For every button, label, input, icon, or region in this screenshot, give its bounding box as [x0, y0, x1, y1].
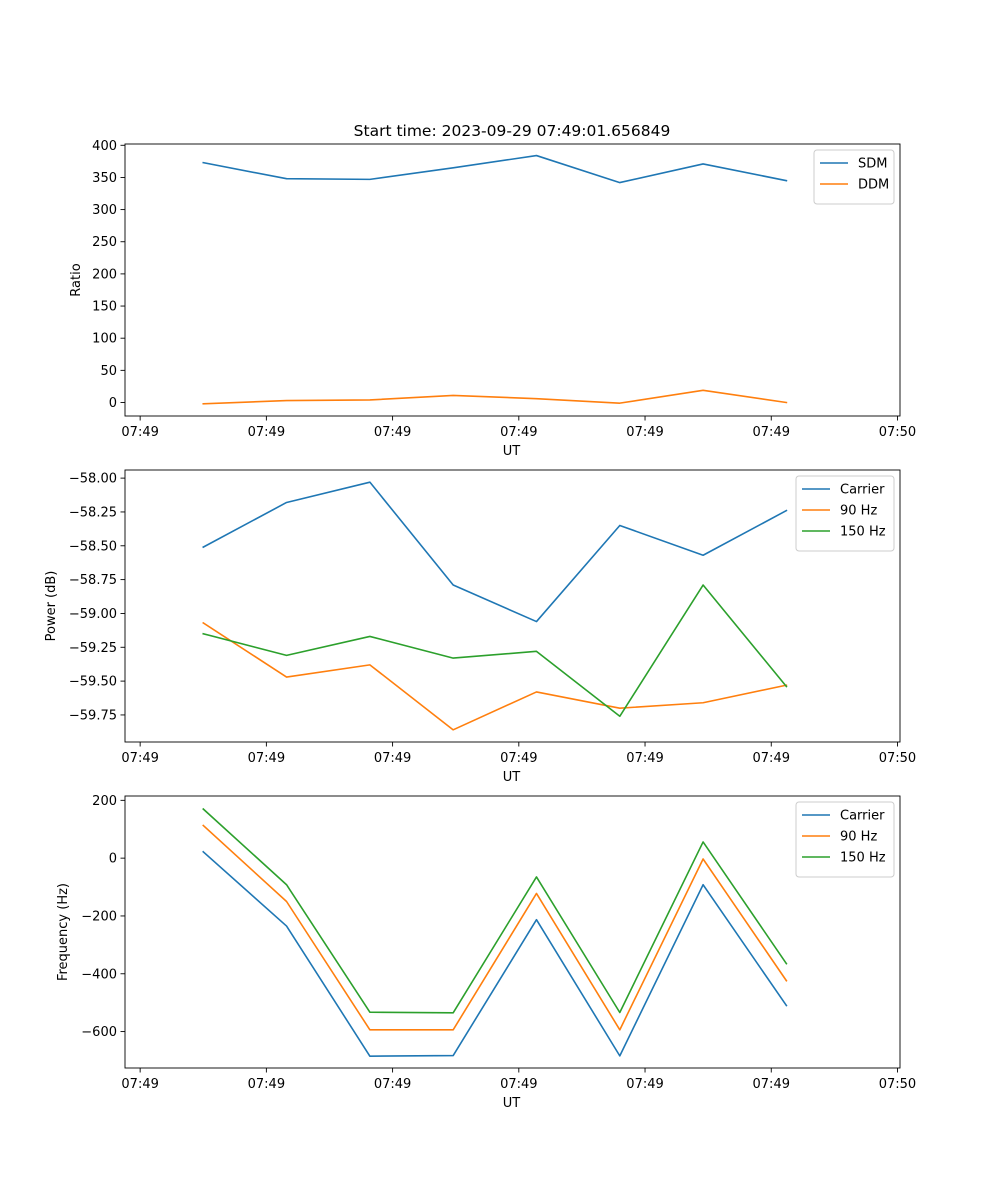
x-tick-label: 07:49 — [374, 425, 411, 440]
legend: SDM DDM — [813, 149, 895, 205]
legend-label: DDM — [858, 178, 889, 193]
x-axis-label: UT — [503, 1096, 521, 1111]
x-axis-label: UT — [503, 770, 521, 785]
x-tick-label: 07:50 — [879, 425, 916, 440]
x-tick-label: 07:50 — [879, 751, 916, 766]
x-tick-label: 07:49 — [626, 751, 663, 766]
y-tick-label: −59.50 — [69, 675, 117, 690]
y-tick-label: 0 — [109, 852, 117, 867]
y-tick-label: 50 — [100, 364, 117, 379]
chart-title: Start time: 2023-09-29 07:49:01.656849 — [354, 122, 671, 140]
y-tick-label: −59.25 — [69, 641, 117, 656]
x-tick-label: 07:49 — [500, 425, 537, 440]
x-tick-label: 07:49 — [753, 1077, 790, 1092]
y-tick-label: 300 — [92, 203, 117, 218]
y-tick-label: −58.75 — [69, 573, 117, 588]
panels: 07:49 07:49 07:49 07:49 07:49 07:49 07:50 0 50 10… — [44, 139, 916, 1111]
panel-2: 07:49 07:49 07:49 07:49 07:49 07:49 07:50 −58.0… — [44, 469, 916, 785]
x-tick-label: 07:49 — [500, 1077, 537, 1092]
x-tick-label: 07:49 — [626, 425, 663, 440]
x-tick-label: 07:49 — [248, 425, 285, 440]
panel-1: 07:49 07:49 07:49 07:49 07:49 07:49 07:50 0 50 10… — [69, 139, 916, 459]
y-tick-label: −400 — [81, 967, 117, 982]
x-tick-label: 07:49 — [753, 425, 790, 440]
series-line-150-hz — [202, 807, 788, 1014]
y-tick-label: −59.75 — [69, 708, 117, 723]
legend-label: Carrier — [840, 483, 885, 498]
y-tick-label: 100 — [92, 332, 117, 347]
y-tick-label: −59.00 — [69, 607, 117, 622]
y-tick-label: 250 — [92, 235, 117, 250]
legend-label: Carrier — [840, 809, 885, 824]
y-tick-label: 200 — [92, 794, 117, 809]
axes-frame — [124, 143, 901, 417]
y-tick-label: −200 — [81, 909, 117, 924]
y-tick-label: 150 — [92, 300, 117, 315]
x-tick-label: 07:50 — [879, 1077, 916, 1092]
legend-label: SDM — [858, 157, 887, 172]
x-tick-label: 07:49 — [121, 425, 158, 440]
legend-label: 150 Hz — [840, 851, 886, 866]
series-line-90-hz — [202, 824, 788, 1031]
legend: Carrier 90 Hz 150 Hz — [795, 801, 895, 878]
x-axis-label: UT — [503, 444, 521, 459]
y-tick-label: −600 — [81, 1025, 117, 1040]
series-line-150-hz — [202, 584, 788, 718]
y-axis-label: Power (dB) — [44, 571, 59, 642]
y-axis-label: Frequency (Hz) — [56, 883, 71, 981]
x-tick-label: 07:49 — [626, 1077, 663, 1092]
axes-frame — [124, 795, 901, 1069]
legend-label: 90 Hz — [840, 504, 877, 519]
series-line-carrier — [202, 481, 788, 623]
x-tick-label: 07:49 — [374, 1077, 411, 1092]
y-tick-label: 350 — [92, 171, 117, 186]
y-tick-label: 0 — [109, 396, 117, 411]
legend: Carrier 90 Hz 150 Hz — [795, 475, 895, 552]
series-line-carrier — [202, 850, 788, 1057]
y-tick-label: 200 — [92, 267, 117, 282]
y-tick-label: 400 — [92, 139, 117, 154]
series-line-ddm — [202, 389, 788, 405]
series-line-sdm — [202, 154, 788, 184]
x-tick-label: 07:49 — [248, 751, 285, 766]
y-tick-label: −58.25 — [69, 505, 117, 520]
x-tick-label: 07:49 — [248, 1077, 285, 1092]
y-tick-label: −58.00 — [69, 472, 117, 487]
y-tick-label: −58.50 — [69, 539, 117, 554]
legend-label: 150 Hz — [840, 525, 886, 540]
series-line-90-hz — [202, 621, 788, 731]
x-tick-label: 07:49 — [121, 751, 158, 766]
legend-box — [795, 801, 895, 878]
legend-box — [795, 475, 895, 552]
x-tick-label: 07:49 — [753, 751, 790, 766]
panel-3: 07:49 07:49 07:49 07:49 07:49 07:49 07:50 200 0 −… — [56, 794, 916, 1111]
x-tick-label: 07:49 — [500, 751, 537, 766]
x-tick-label: 07:49 — [121, 1077, 158, 1092]
legend-label: 90 Hz — [840, 830, 877, 845]
axes-frame — [124, 469, 901, 743]
x-tick-label: 07:49 — [374, 751, 411, 766]
y-axis-label: Ratio — [69, 263, 84, 296]
